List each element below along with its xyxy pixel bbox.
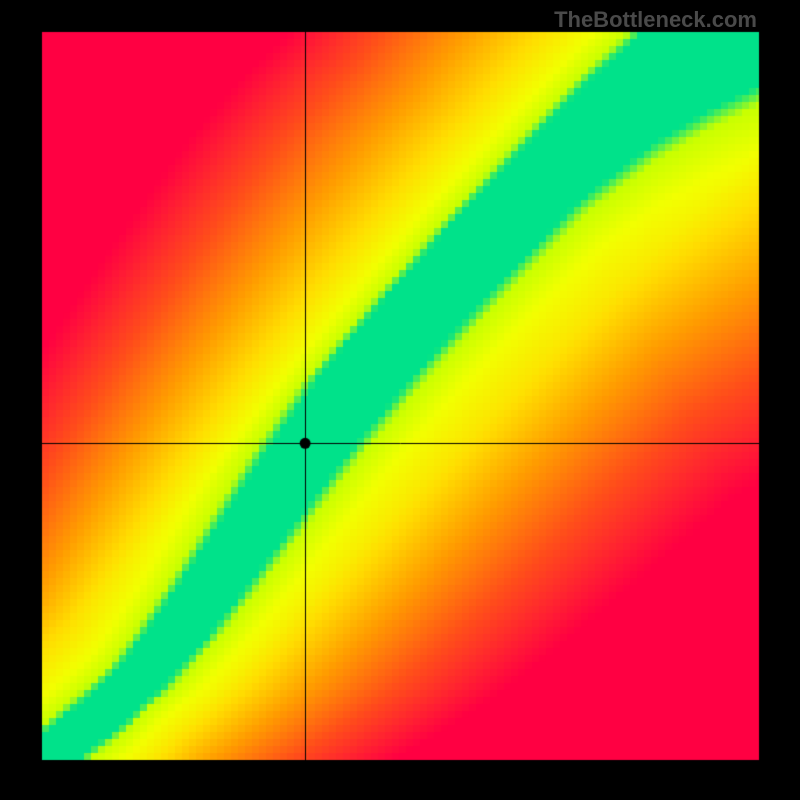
chart-root: TheBottleneck.com bbox=[0, 0, 800, 800]
watermark-text: TheBottleneck.com bbox=[554, 7, 757, 33]
heatmap-canvas bbox=[0, 0, 800, 800]
